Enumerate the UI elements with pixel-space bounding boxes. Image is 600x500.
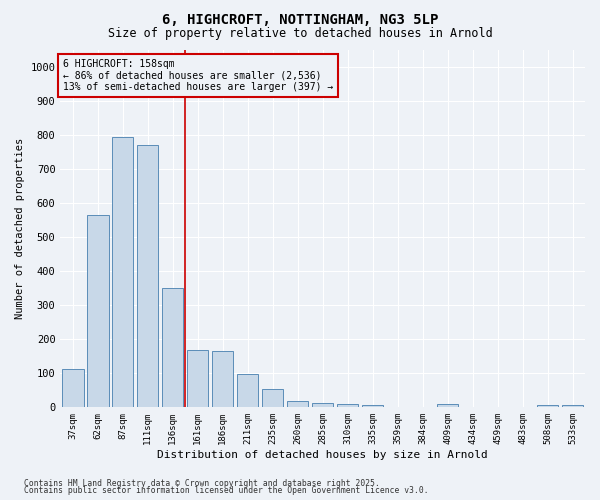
Bar (137, 146, 158, 408)
Bar (212, 351, 233, 408)
Bar (562, 404, 583, 407)
Bar (537, 404, 558, 407)
Text: Contains public sector information licensed under the Open Government Licence v3: Contains public sector information licen… (24, 486, 428, 495)
Text: Contains HM Land Registry data © Crown copyright and database right 2025.: Contains HM Land Registry data © Crown c… (24, 478, 380, 488)
Y-axis label: Number of detached properties: Number of detached properties (15, 138, 25, 320)
Bar (87, 215, 109, 408)
Bar (437, 404, 458, 407)
Bar (287, 400, 308, 407)
Bar (162, 288, 184, 408)
Bar (112, 138, 133, 407)
Bar (237, 374, 259, 408)
Bar (362, 404, 383, 407)
Bar (337, 404, 358, 407)
Text: 6 HIGHCROFT: 158sqm
← 86% of detached houses are smaller (2,536)
13% of semi-det: 6 HIGHCROFT: 158sqm ← 86% of detached ho… (63, 59, 333, 92)
Bar (312, 403, 334, 407)
Text: 6, HIGHCROFT, NOTTINGHAM, NG3 5LP: 6, HIGHCROFT, NOTTINGHAM, NG3 5LP (162, 12, 438, 26)
Bar (187, 350, 208, 408)
Bar (262, 388, 283, 407)
Text: Size of property relative to detached houses in Arnold: Size of property relative to detached ho… (107, 28, 493, 40)
X-axis label: Distribution of detached houses by size in Arnold: Distribution of detached houses by size … (157, 450, 488, 460)
Bar (62, 369, 83, 408)
